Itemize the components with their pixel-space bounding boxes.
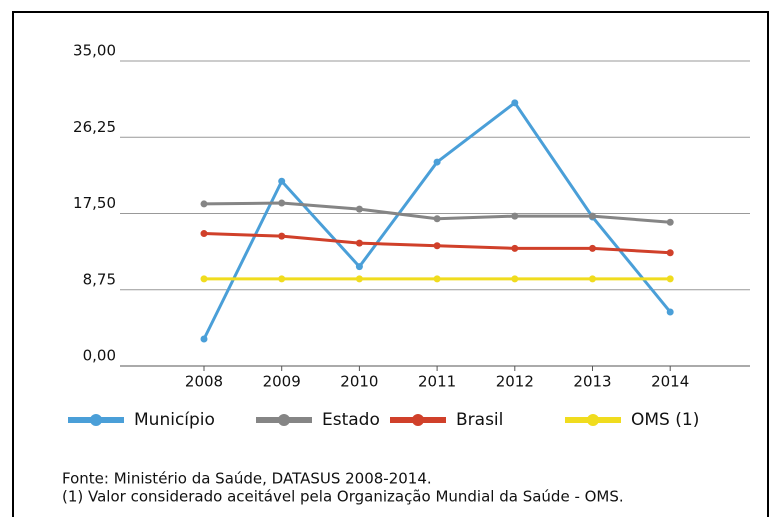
point <box>433 275 441 283</box>
point <box>511 99 519 107</box>
note: (1) Valor considerado aceitável pela Org… <box>62 488 624 506</box>
x-tick-label: 2014 <box>651 373 689 391</box>
legend-marker <box>587 414 599 426</box>
point <box>200 275 208 283</box>
legend-marker <box>412 414 424 426</box>
frame <box>12 11 769 517</box>
y-tick-label: 35,00 <box>73 42 116 60</box>
point <box>666 218 674 226</box>
point <box>433 158 441 166</box>
point <box>200 230 208 238</box>
point <box>511 275 519 283</box>
legend-marker <box>90 414 102 426</box>
legend-label: Município <box>134 410 215 430</box>
legend-label: Estado <box>322 410 380 430</box>
point <box>278 232 286 240</box>
point <box>666 275 674 283</box>
point <box>355 205 363 213</box>
point <box>511 212 519 220</box>
y-tick-label: 17,50 <box>73 194 116 212</box>
point <box>200 200 208 208</box>
y-tick-label: 0,00 <box>83 347 116 365</box>
x-tick-label: 2009 <box>263 373 301 391</box>
x-tick-label: 2012 <box>496 373 534 391</box>
point <box>666 249 674 257</box>
point <box>433 242 441 250</box>
point <box>278 177 286 185</box>
point <box>355 239 363 247</box>
point <box>278 199 286 207</box>
x-tick-label: 2013 <box>573 373 611 391</box>
point <box>433 215 441 223</box>
legend-label: Brasil <box>456 410 503 430</box>
point <box>200 335 208 343</box>
note: Fonte: Ministério da Saúde, DATASUS 2008… <box>62 470 432 488</box>
point <box>355 263 363 271</box>
legend-label: OMS (1) <box>631 410 699 430</box>
y-tick-label: 26,25 <box>73 118 116 136</box>
y-tick-label: 8,75 <box>83 270 116 288</box>
point <box>589 275 596 283</box>
point <box>589 212 596 220</box>
x-tick-label: 2008 <box>185 373 223 391</box>
point <box>278 275 286 283</box>
point <box>355 275 363 283</box>
x-tick-label: 2011 <box>418 373 456 391</box>
legend-marker <box>278 414 290 426</box>
point <box>589 244 596 252</box>
x-tick-label: 2010 <box>340 373 378 391</box>
point <box>511 244 519 252</box>
point <box>666 308 674 316</box>
